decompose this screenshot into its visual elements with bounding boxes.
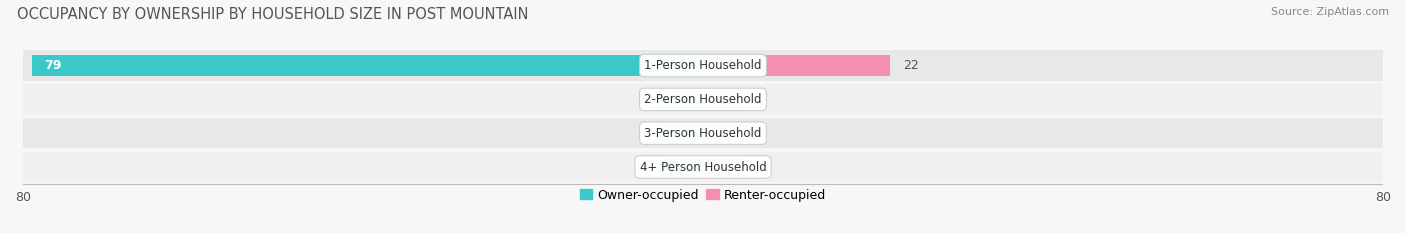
Text: 79: 79	[44, 59, 62, 72]
Text: 4+ Person Household: 4+ Person Household	[640, 161, 766, 174]
Legend: Owner-occupied, Renter-occupied: Owner-occupied, Renter-occupied	[575, 184, 831, 207]
Text: 22: 22	[903, 59, 918, 72]
Bar	[703, 55, 890, 76]
Text: 1-Person Household: 1-Person Household	[644, 59, 762, 72]
Bar	[22, 84, 1384, 115]
Text: 0: 0	[754, 161, 762, 174]
Text: 0: 0	[644, 93, 652, 106]
Bar	[22, 118, 1384, 148]
Bar	[22, 50, 1384, 81]
Text: 0: 0	[754, 127, 762, 140]
Bar	[703, 157, 745, 177]
Bar	[703, 89, 745, 110]
Text: 2-Person Household: 2-Person Household	[644, 93, 762, 106]
Bar	[703, 123, 745, 143]
Bar	[661, 123, 703, 143]
Text: 3-Person Household: 3-Person Household	[644, 127, 762, 140]
Text: Source: ZipAtlas.com: Source: ZipAtlas.com	[1271, 7, 1389, 17]
Bar	[661, 157, 703, 177]
Bar	[31, 55, 703, 76]
Bar	[661, 89, 703, 110]
Text: 0: 0	[644, 127, 652, 140]
Bar	[22, 152, 1384, 182]
Text: OCCUPANCY BY OWNERSHIP BY HOUSEHOLD SIZE IN POST MOUNTAIN: OCCUPANCY BY OWNERSHIP BY HOUSEHOLD SIZE…	[17, 7, 529, 22]
Text: 0: 0	[644, 161, 652, 174]
Text: 0: 0	[754, 93, 762, 106]
